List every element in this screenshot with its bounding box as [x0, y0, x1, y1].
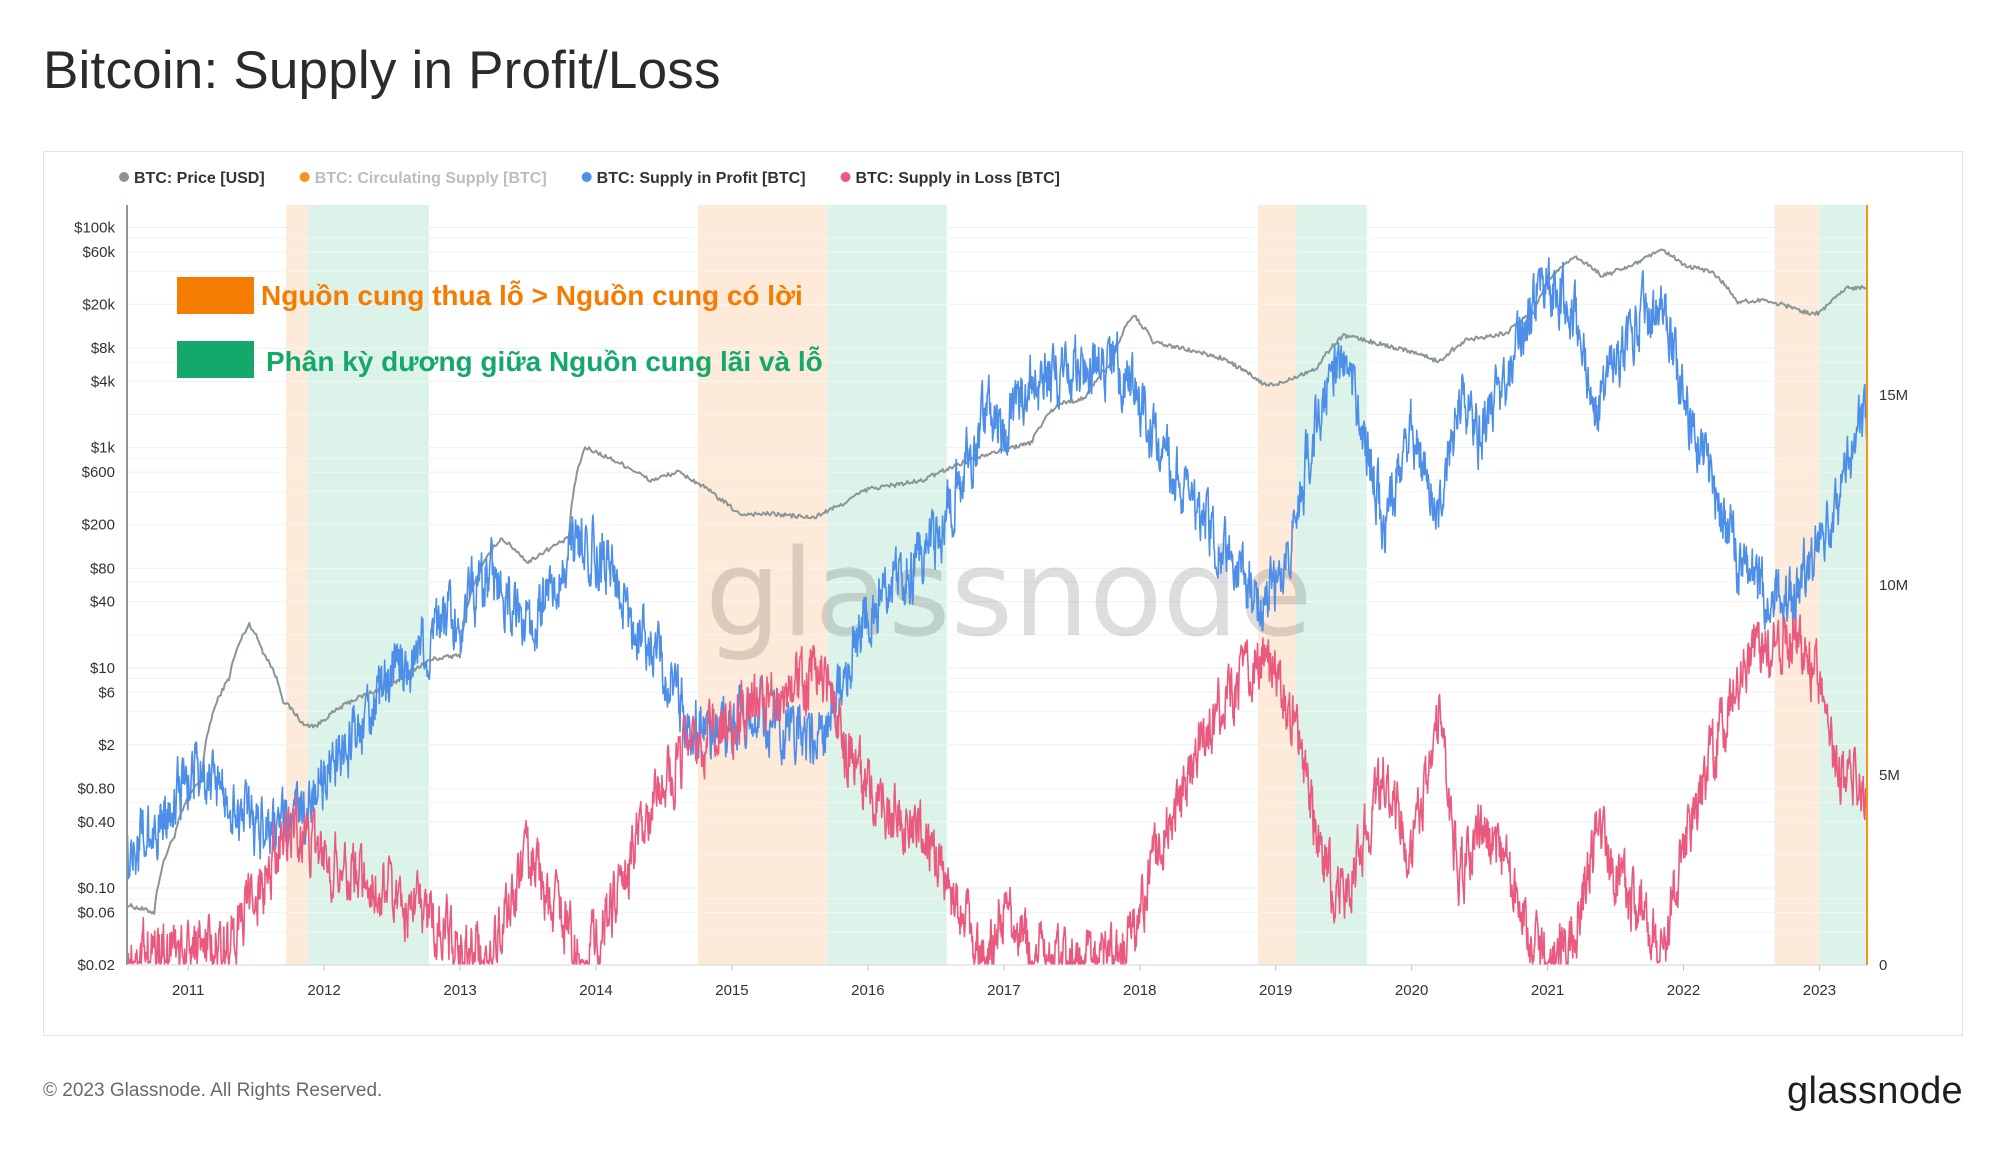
supply-in-profit-line	[127, 257, 1867, 880]
legend-label: BTC: Supply in Profit [BTC]	[597, 170, 806, 187]
x-tick-label: 2019	[1259, 982, 1292, 999]
shaded-periods	[286, 205, 1867, 965]
x-tick-label: 2015	[715, 982, 748, 999]
legend-marker	[299, 172, 310, 182]
y-left-tick-label: $0.40	[77, 814, 115, 831]
supply-in-loss-line	[127, 614, 1867, 965]
x-tick-label: 2020	[1395, 982, 1428, 999]
loss-dominant-band	[1258, 205, 1297, 965]
annotation-boxes: Nguồn cung thua lỗ > Nguồn cung có lời Ph…	[177, 277, 823, 378]
price-line	[127, 248, 1867, 915]
y-left-tick-label: $60k	[82, 244, 115, 261]
divergence-band	[1296, 205, 1367, 965]
x-tick-label: 2022	[1667, 982, 1700, 999]
legend-marker	[119, 172, 129, 182]
legend-marker	[581, 172, 592, 182]
y-right-tick-label: 0	[1879, 957, 1887, 974]
y-axis-left: $100k $60k $20k $8k $4k $1k $600 $200 $80 $40 $10 $…	[74, 219, 115, 974]
y-left-tick-label: $4k	[91, 373, 116, 390]
legend-label: BTC: Circulating Supply [BTC]	[315, 170, 547, 187]
orange-swatch	[177, 277, 254, 314]
legend: BTC: Price [USD] BTC: Circulating Supply …	[119, 170, 1060, 187]
y-left-tick-label: $0.02	[77, 957, 115, 974]
page-title: Bitcoin: Supply in Profit/Loss	[43, 41, 721, 100]
watermark: glassnode	[705, 525, 1313, 664]
orange-annotation-label: Nguồn cung thua lỗ > Nguồn cung có lời	[261, 280, 803, 311]
divergence-band	[307, 205, 429, 965]
y-left-tick-label: $1k	[91, 440, 116, 457]
x-tick-label: 2016	[851, 982, 884, 999]
y-left-tick-label: $40	[90, 594, 115, 611]
y-right-tick-label: 10M	[1879, 577, 1908, 594]
y-left-tick-label: $80	[90, 560, 115, 577]
y-left-tick-label: $600	[82, 464, 115, 481]
x-tick-label: 2023	[1803, 982, 1836, 999]
glassnode-logo: glassnode	[1787, 1070, 1963, 1112]
x-tick-label: 2017	[987, 982, 1020, 999]
y-left-tick-label: $6	[98, 684, 115, 701]
legend-marker	[840, 172, 851, 182]
x-axis: 2011 2012 2013 2014 2015 2016 2017 2018 2019 2020…	[172, 965, 1836, 999]
divergence-band	[1819, 205, 1867, 965]
green-swatch	[177, 341, 254, 378]
copyright: © 2023 Glassnode. All Rights Reserved.	[43, 1080, 383, 1101]
loss-dominant-band	[286, 205, 308, 965]
y-right-tick-label: 5M	[1879, 767, 1900, 784]
y-left-tick-label: $20k	[82, 296, 115, 313]
green-annotation-label: Phân kỳ dương giữa Nguồn cung lãi và lỗ	[266, 346, 823, 377]
loss-dominant-band	[697, 205, 828, 965]
y-left-tick-label: $10	[90, 660, 115, 677]
y-left-tick-label: $200	[82, 517, 115, 534]
x-tick-label: 2014	[579, 982, 612, 999]
y-left-tick-label: $0.80	[77, 781, 115, 798]
y-right-tick-label: 15M	[1879, 387, 1908, 404]
x-tick-label: 2012	[307, 982, 340, 999]
y-left-tick-label: $2	[98, 737, 115, 754]
legend-label: BTC: Price [USD]	[134, 170, 265, 187]
x-tick-label: 2011	[172, 982, 204, 999]
y-left-tick-label: $0.06	[77, 904, 115, 921]
x-tick-label: 2013	[443, 982, 476, 999]
y-left-tick-label: $0.10	[77, 880, 115, 897]
series-lines	[127, 248, 1867, 965]
x-tick-label: 2021	[1531, 982, 1564, 999]
y-left-tick-label: $8k	[91, 340, 116, 357]
legend-label: BTC: Supply in Loss [BTC]	[856, 170, 1060, 187]
y-axis-right: 0 5M 10M 15M	[1879, 387, 1908, 974]
y-left-tick-label: $100k	[74, 219, 115, 236]
x-tick-label: 2018	[1123, 982, 1156, 999]
